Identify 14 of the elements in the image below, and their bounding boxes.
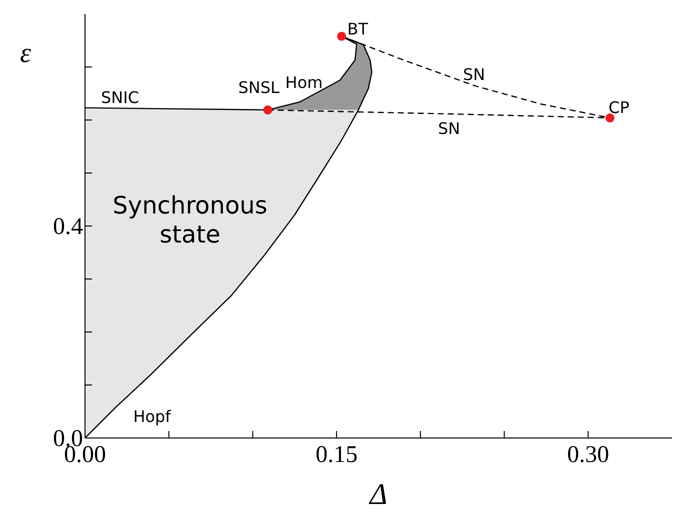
x-tick-label: 0.30 (567, 442, 610, 468)
annotation: Synchronous state (112, 192, 268, 248)
annotation: SN (438, 118, 460, 138)
annotation: Hom (285, 72, 323, 92)
annotation: BT (347, 18, 368, 38)
y-axis-title: ε (20, 38, 32, 69)
annotation: SNSL (238, 77, 280, 96)
annotation: Hopf (133, 406, 172, 426)
y-tick-label: 0.4 (53, 214, 83, 240)
annotation: CP (608, 97, 630, 116)
annotation: SN (462, 64, 486, 84)
x-axis-title: Δ (368, 478, 388, 511)
annotation: SNIC (100, 88, 140, 106)
x-tick-label: 0.15 (316, 442, 358, 468)
